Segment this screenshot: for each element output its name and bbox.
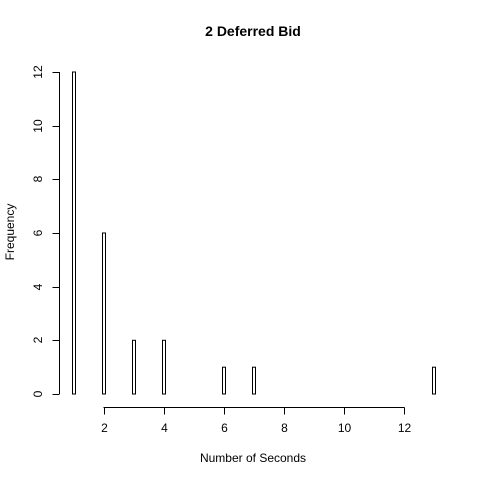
- x-tick-label-6: 6: [221, 421, 228, 435]
- x-tick-label-8: 8: [281, 421, 288, 435]
- bar-3: [132, 339, 136, 395]
- y-tick-label-10: 10: [31, 119, 45, 133]
- x-tick-label-12: 12: [398, 421, 412, 435]
- y-tick-label-6: 6: [31, 229, 45, 236]
- bars-group: [72, 71, 436, 395]
- bar-4: [162, 339, 166, 395]
- bar-7: [252, 366, 256, 395]
- x-axis-ticks: 2 4 6 8 10 12: [101, 407, 412, 435]
- bar-6: [222, 366, 226, 395]
- y-tick-label-8: 8: [31, 175, 45, 182]
- x-tick-label-10: 10: [338, 421, 352, 435]
- x-tick-label-2: 2: [101, 421, 108, 435]
- x-axis-label: Number of Seconds: [200, 451, 306, 465]
- bar-13: [432, 366, 436, 395]
- x-tick-label-4: 4: [161, 421, 168, 435]
- y-tick-label-2: 2: [31, 336, 45, 343]
- y-tick-label-0: 0: [31, 390, 45, 397]
- y-axis-label: Frequency: [3, 204, 17, 261]
- chart-title: 2 Deferred Bid: [205, 23, 301, 39]
- y-tick-label-12: 12: [31, 65, 45, 79]
- y-axis-ticks: 0 2 4 6 8 10 12: [31, 65, 60, 397]
- bar-2: [102, 232, 106, 395]
- y-tick-label-4: 4: [31, 283, 45, 290]
- bar-1: [72, 71, 76, 395]
